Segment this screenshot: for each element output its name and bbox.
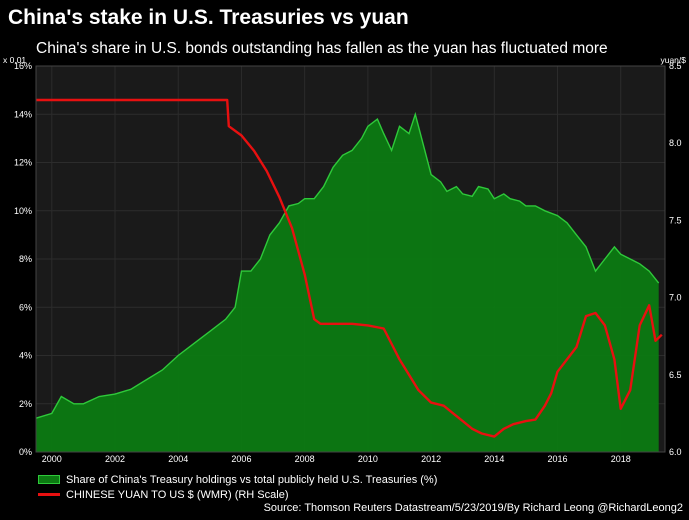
x-tick-label: 2012 bbox=[421, 454, 441, 464]
legend-swatch-yuan bbox=[38, 493, 60, 496]
legend: Share of China's Treasury holdings vs to… bbox=[38, 472, 437, 502]
left-tick-label: 0% bbox=[19, 447, 32, 457]
source-note: Source: Thomson Reuters Datastream/5/23/… bbox=[263, 502, 683, 514]
legend-swatch-share bbox=[38, 475, 60, 484]
left-axis-label: x 0.01 bbox=[3, 55, 26, 65]
right-tick-label: 8.5 bbox=[669, 61, 682, 71]
plot-frame bbox=[35, 65, 666, 453]
legend-label-share: Share of China's Treasury holdings vs to… bbox=[66, 473, 438, 486]
right-tick-label: 8.0 bbox=[669, 138, 682, 148]
left-tick-label: 12% bbox=[14, 158, 32, 168]
right-tick-label: 7.5 bbox=[669, 215, 682, 225]
legend-item-share: Share of China's Treasury holdings vs to… bbox=[38, 472, 437, 487]
legend-label-yuan: CHINESE YUAN TO US $ (WMR) (RH Scale) bbox=[66, 488, 289, 501]
series-share-area bbox=[36, 114, 659, 453]
right-axis-label: yuan/$ bbox=[660, 55, 686, 65]
left-tick-label: 10% bbox=[14, 206, 32, 216]
left-tick-label: 8% bbox=[19, 254, 32, 264]
legend-item-yuan: CHINESE YUAN TO US $ (WMR) (RH Scale) bbox=[38, 487, 437, 502]
left-tick-label: 16% bbox=[14, 61, 32, 71]
right-tick-label: 6.0 bbox=[669, 447, 682, 457]
x-tick-label: 2004 bbox=[168, 454, 188, 464]
chart-subtitle: China's share in U.S. bonds outstanding … bbox=[36, 40, 608, 57]
right-tick-label: 7.0 bbox=[669, 293, 682, 303]
chart-title: China's stake in U.S. Treasuries vs yuan bbox=[8, 6, 409, 29]
right-tick-label: 6.5 bbox=[669, 370, 682, 380]
x-tick-label: 2016 bbox=[548, 454, 568, 464]
x-tick-label: 2008 bbox=[295, 454, 315, 464]
x-tick-label: 2018 bbox=[611, 454, 631, 464]
x-tick-label: 2010 bbox=[358, 454, 378, 464]
x-tick-label: 2000 bbox=[42, 454, 62, 464]
series-yuan-line bbox=[36, 98, 663, 438]
x-tick-label: 2014 bbox=[484, 454, 504, 464]
series-share-line bbox=[35, 111, 660, 419]
left-tick-label: 4% bbox=[19, 351, 32, 361]
left-tick-label: 6% bbox=[19, 302, 32, 312]
x-tick-label: 2006 bbox=[231, 454, 251, 464]
left-tick-label: 2% bbox=[19, 399, 32, 409]
left-tick-label: 14% bbox=[14, 109, 32, 119]
x-tick-label: 2002 bbox=[105, 454, 125, 464]
